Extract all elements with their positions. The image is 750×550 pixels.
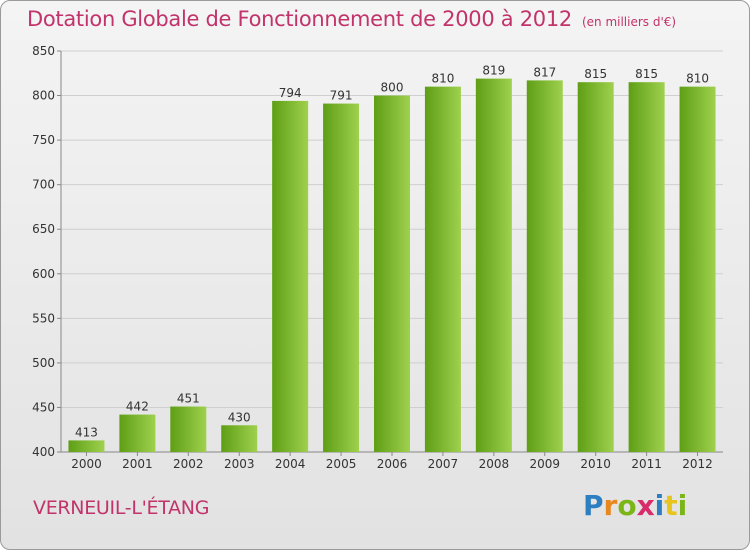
x-tick-label: 2003 <box>224 457 255 471</box>
bar <box>679 86 716 453</box>
bar <box>526 80 563 452</box>
bar-value-label: 413 <box>75 425 98 439</box>
logo-letter: r <box>603 489 618 522</box>
bar-value-label: 810 <box>686 72 709 86</box>
chart-title: Dotation Globale de Fonctionnement de 20… <box>27 7 676 31</box>
y-tick-label: 400 <box>32 445 55 459</box>
bar-value-label: 817 <box>533 65 556 79</box>
bar <box>577 82 614 452</box>
bar-value-label: 451 <box>177 392 200 406</box>
logo-letter: P <box>583 489 604 522</box>
bar-value-label: 442 <box>126 400 149 414</box>
bars <box>68 78 716 453</box>
bar-value-label: 815 <box>635 67 658 81</box>
bar <box>628 82 665 452</box>
y-tick-label: 850 <box>32 44 55 58</box>
bar <box>374 95 410 453</box>
x-tick-label: 2001 <box>122 457 153 471</box>
bar <box>68 440 105 452</box>
unit-note: (en milliers d'€) <box>581 15 677 29</box>
data-labels: 413 442 451 430 794 791 800 810 819 817 815 815 810 <box>75 64 709 440</box>
y-tick-label: 700 <box>32 178 55 192</box>
bar-value-label: 791 <box>330 89 353 103</box>
x-tick-label: 2007 <box>428 457 459 471</box>
bar-value-label: 819 <box>482 64 505 78</box>
x-tick-label: 2005 <box>326 457 357 471</box>
bar <box>221 425 258 452</box>
logo-letter: o <box>617 489 637 522</box>
bar <box>475 78 512 452</box>
x-tick-label: 2004 <box>275 457 306 471</box>
y-tick-label: 650 <box>32 222 55 236</box>
x-tick-label: 2008 <box>479 457 510 471</box>
y-tick-label: 800 <box>32 89 55 103</box>
bar-value-label: 430 <box>228 410 251 424</box>
x-tick-label: 2012 <box>682 457 713 471</box>
bar <box>119 414 156 452</box>
logo-letter: i <box>654 489 665 522</box>
bar-value-label: 815 <box>584 67 607 81</box>
logo-letter: i <box>677 489 688 522</box>
y-tick-label: 450 <box>32 400 55 414</box>
bar-value-label: 810 <box>431 72 454 86</box>
y-tick-label: 750 <box>32 133 55 147</box>
proxiti-logo[interactable]: Proxiti <box>583 489 687 522</box>
x-tick-label: 2006 <box>377 457 408 471</box>
x-tick-label: 2000 <box>71 457 102 471</box>
bar <box>424 86 461 453</box>
logo-letter: t <box>664 489 678 522</box>
bar <box>272 100 309 452</box>
x-tick-label: 2011 <box>631 457 662 471</box>
chart-title-text: Dotation Globale de Fonctionnement de 20… <box>27 7 572 31</box>
x-tick-label: 2009 <box>529 457 560 471</box>
commune-name: VERNEUIL-L'ÉTANG <box>33 497 210 519</box>
logo-letter: x <box>636 489 655 522</box>
y-tick-labels: 400 450 500 550 600 650 700 750 800 850 <box>32 44 55 459</box>
bar <box>323 103 360 452</box>
y-tick-label: 600 <box>32 267 55 281</box>
x-tick-label: 2002 <box>173 457 204 471</box>
x-tick-label: 2010 <box>580 457 611 471</box>
bar-value-label: 800 <box>381 81 404 95</box>
bar-value-label: 794 <box>279 86 302 100</box>
bar <box>170 406 207 452</box>
y-tick-label: 500 <box>32 356 55 370</box>
x-tick-labels: 2000 2001 2002 2003 2004 2005 2006 2007 2008 2009… <box>71 457 713 471</box>
y-tick-label: 550 <box>32 311 55 325</box>
